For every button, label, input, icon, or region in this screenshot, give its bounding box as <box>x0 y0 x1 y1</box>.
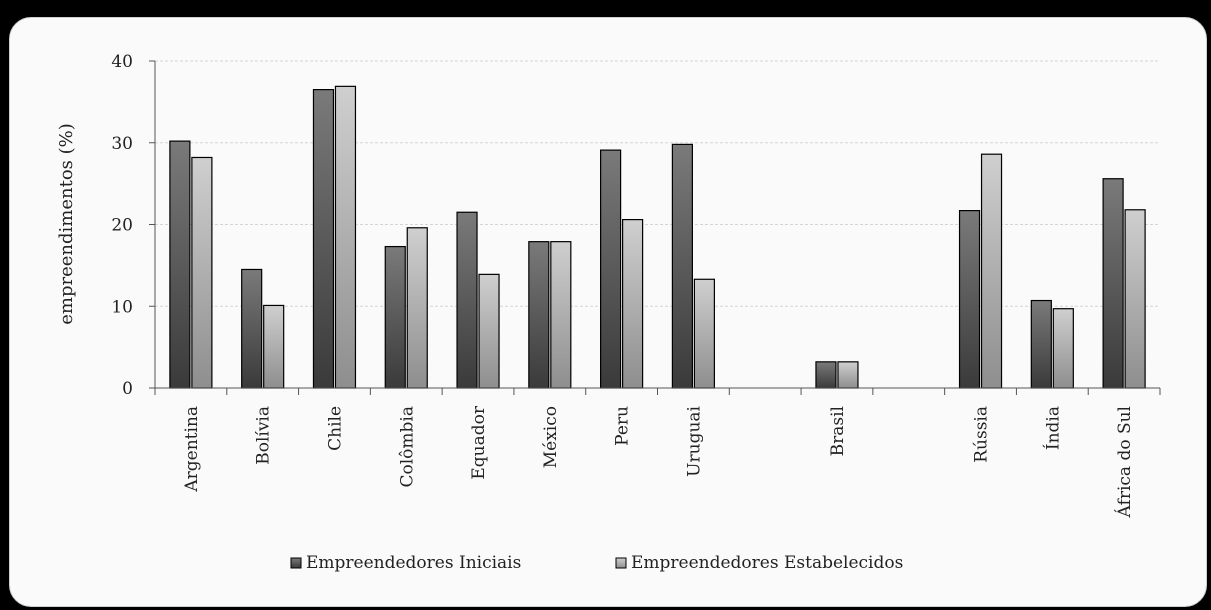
legend-label: Empreendedores Estabelecidos <box>631 553 903 573</box>
bar <box>815 361 837 389</box>
legend: Empreendedores Iniciais Empreendedores Es… <box>290 553 903 573</box>
bar <box>528 241 550 389</box>
y-tick-label: 10 <box>111 297 133 317</box>
bar <box>334 85 357 389</box>
bar <box>1030 299 1052 389</box>
bar <box>1124 209 1146 389</box>
x-tick-label: México <box>541 406 561 468</box>
bar <box>478 273 500 389</box>
bar <box>550 241 572 389</box>
bar <box>958 210 981 389</box>
bar <box>191 156 213 389</box>
x-tick-label: Argentina <box>182 406 202 493</box>
x-tick-label: Colômbia <box>397 406 417 488</box>
bar <box>1052 308 1074 389</box>
axes: 0 10 20 30 40 Argentina Bolívia Chile Colômbia Eq… <box>111 52 1161 518</box>
x-tick-label: Brasil <box>828 406 848 456</box>
bar <box>600 149 622 389</box>
bar <box>169 140 191 389</box>
x-tick-label: Índia <box>1042 406 1063 450</box>
bar <box>622 218 644 389</box>
bar <box>263 304 285 389</box>
bar <box>671 143 693 389</box>
gridlines <box>155 60 1160 307</box>
bar <box>1102 178 1124 389</box>
y-tick-label: 30 <box>111 134 133 154</box>
x-tick-label: Peru <box>613 406 633 446</box>
x-tick-label: Bolívia <box>254 406 274 465</box>
bar <box>693 278 715 389</box>
bars <box>169 85 1146 389</box>
bar <box>406 227 428 389</box>
x-tick-label: Uruguai <box>684 405 704 476</box>
x-tick-label: Equador <box>469 405 489 479</box>
x-tick-label: Rússia <box>972 406 992 463</box>
legend-swatch <box>615 557 627 569</box>
bar <box>384 245 406 389</box>
x-tick-label: África do Sul <box>1114 406 1135 518</box>
x-tick-label: Chile <box>325 406 345 451</box>
legend-swatch <box>290 557 302 569</box>
bar <box>241 268 263 389</box>
y-axis-title: empreendimentos (%) <box>56 123 77 325</box>
y-tick-label: 40 <box>111 52 133 72</box>
y-tick-label: 20 <box>111 216 133 236</box>
bar <box>312 89 335 389</box>
bar <box>980 153 1003 389</box>
y-tick-label: 0 <box>122 379 133 399</box>
bar <box>456 211 478 389</box>
bar <box>837 361 859 389</box>
legend-label: Empreendedores Iniciais <box>306 553 521 573</box>
